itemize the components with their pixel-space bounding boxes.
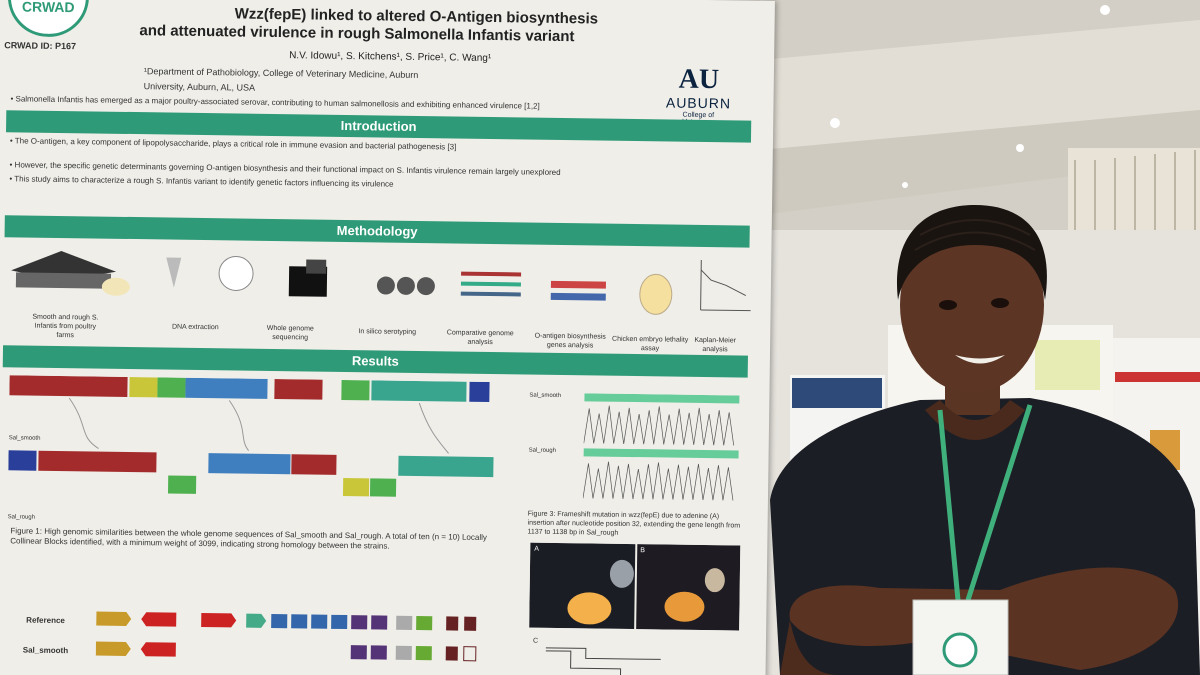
poster: CRWAD CRWAD ID: P167 Wzz(fepE) linked to… — [0, 0, 775, 675]
gene-map — [95, 611, 477, 662]
auburn-logo: AU — [679, 64, 719, 95]
embryo-photos — [529, 542, 741, 631]
figure1-blocks — [8, 375, 494, 497]
method-icons — [11, 251, 751, 315]
chromatogram — [582, 393, 740, 501]
svg-text:AU: AU — [679, 64, 719, 95]
survival-plot — [545, 647, 731, 675]
